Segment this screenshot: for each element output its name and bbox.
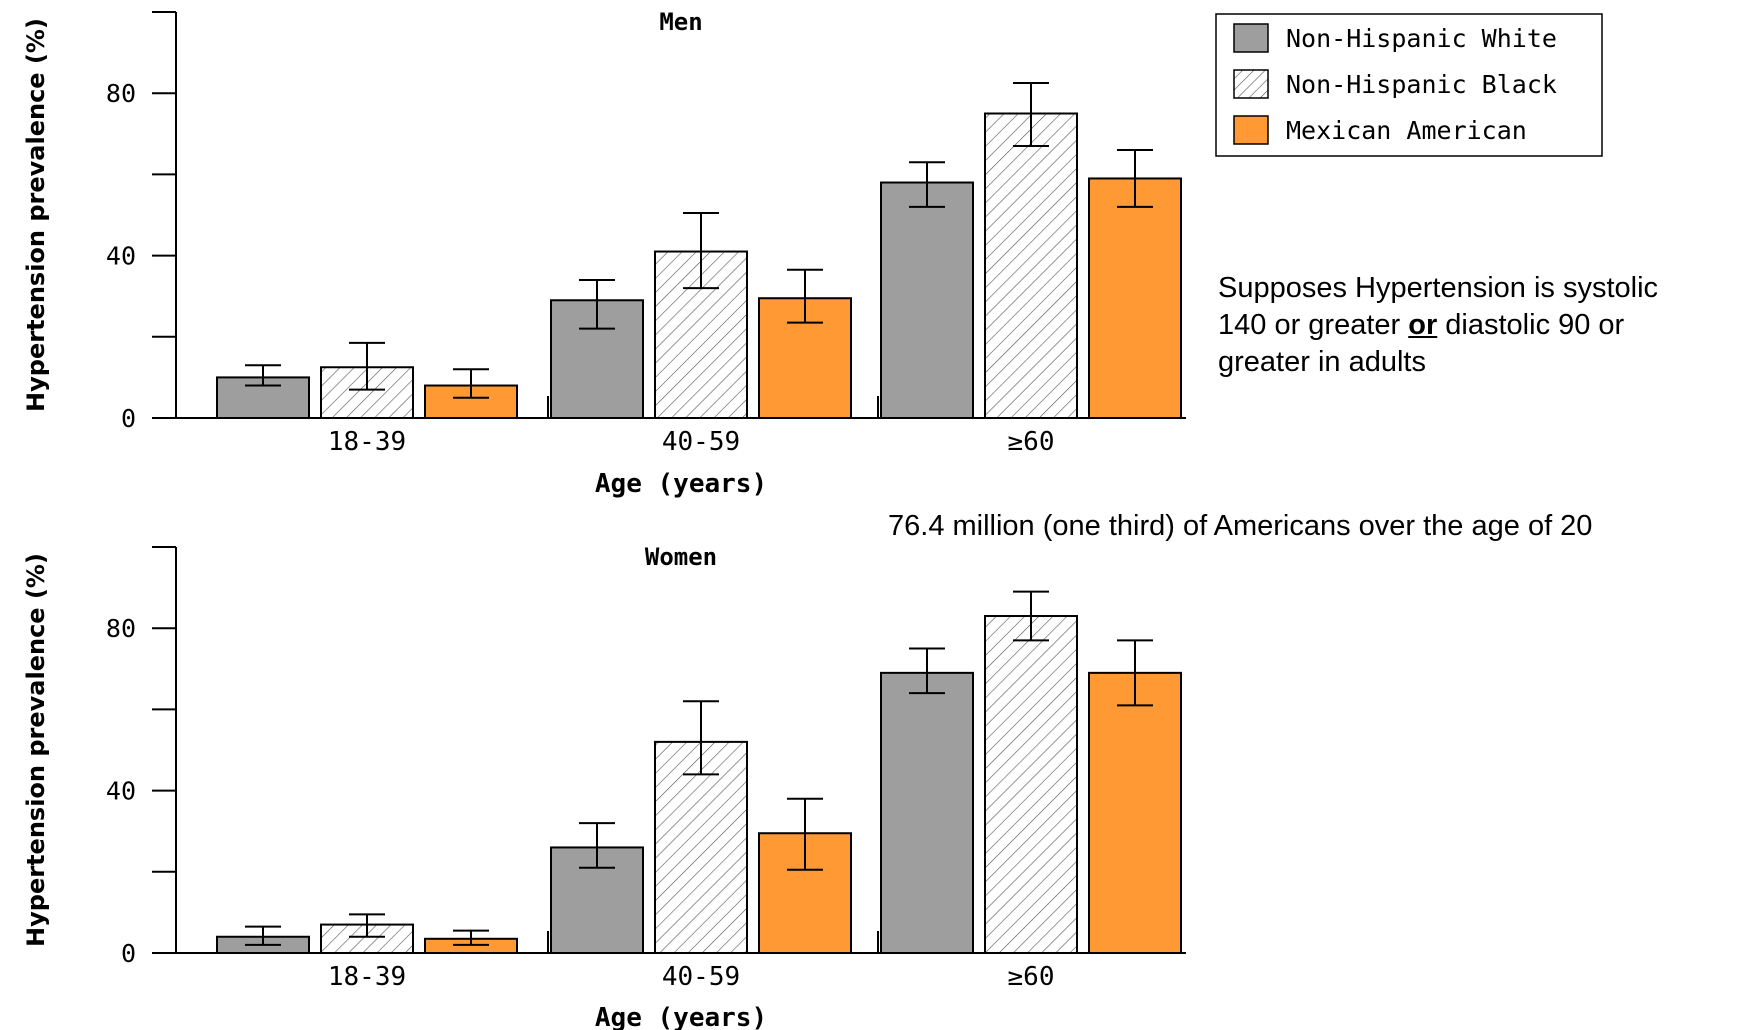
definition-annotation: Supposes Hypertension is systolic 140 or… [1218, 270, 1757, 381]
legend-label-nh-black: Non-Hispanic Black [1286, 70, 1557, 99]
x-tick-label: 40-59 [662, 962, 740, 992]
plot-women: 0 40 80 18-39 40-59 ≥60 Women Age (years) Hypert… [22, 543, 1186, 1030]
definition-or: or [1408, 309, 1438, 341]
legend: Non-Hispanic White Non-Hispanic Black Me… [1215, 13, 1603, 157]
x-axis-label: Age (years) [595, 469, 767, 499]
y-tick-label: 0 [121, 404, 136, 433]
definition-line-2-b: diastolic 90 or [1437, 309, 1625, 341]
x-tick-label: 40-59 [662, 427, 740, 457]
legend-label-mexican: Mexican American [1286, 116, 1527, 145]
x-tick-label: 18-39 [328, 427, 406, 457]
x-tick-label: ≥60 [1008, 427, 1055, 457]
definition-line-2: 140 or greater or diastolic 90 or [1218, 307, 1757, 344]
bar-nh-white-1 [550, 846, 644, 954]
legend-swatch-mexican [1233, 115, 1269, 145]
plot-title: Women [645, 543, 717, 571]
bar-nh-black-2 [984, 615, 1078, 955]
y-tick-label: 0 [121, 939, 136, 968]
definition-line-2-a: 140 or greater [1218, 309, 1409, 341]
legend-swatch-nh-black [1233, 69, 1269, 99]
legend-box [1215, 13, 1603, 157]
definition-line-3: greater in adults [1218, 346, 1426, 378]
population-annotation: 76.4 million (one third) of Americans ov… [888, 510, 1593, 542]
x-tick-label: 18-39 [328, 962, 406, 992]
bar-mexican-2 [1088, 671, 1182, 954]
bar-nh-black-1 [654, 740, 748, 954]
bar-nh-white-2 [880, 181, 974, 419]
y-axis-label: Hypertension prevalence (%) [22, 18, 50, 412]
legend-swatch-nh-white [1233, 23, 1269, 53]
y-tick-label: 80 [106, 614, 136, 643]
x-axis-label: Age (years) [595, 1003, 767, 1030]
definition-line-1: Supposes Hypertension is systolic [1218, 272, 1659, 304]
plot-men: 0 40 80 18-39 40-59 ≥60 Men Age (years) Hyperten… [22, 8, 1186, 499]
y-tick-label: 40 [106, 242, 136, 271]
bar-nh-white-2 [880, 671, 974, 954]
y-tick-label: 40 [106, 777, 136, 806]
legend-label-nh-white: Non-Hispanic White [1286, 24, 1557, 53]
y-tick-label: 80 [106, 79, 136, 108]
y-axis-label: Hypertension prevalence (%) [22, 553, 50, 947]
bar-nh-black-2 [984, 112, 1078, 419]
x-tick-label: ≥60 [1008, 962, 1055, 992]
plots-layer: 0 40 80 18-39 40-59 ≥60 Men Age (years) Hyperten… [22, 8, 1186, 1030]
plot-title: Men [659, 8, 702, 36]
bar-mexican-2 [1088, 177, 1182, 419]
